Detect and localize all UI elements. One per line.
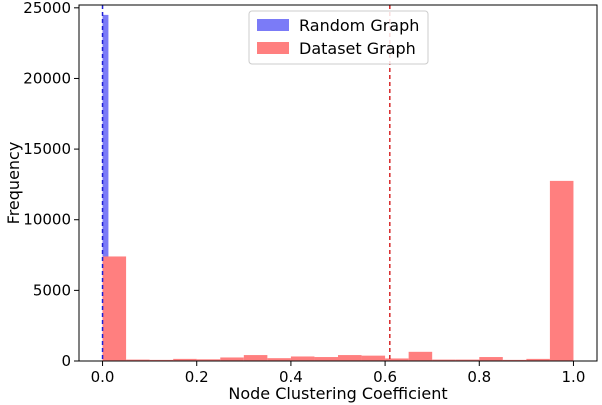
histogram-bar: [196, 359, 221, 361]
histogram-bar: [479, 357, 503, 361]
y-tick-label: 0: [61, 352, 71, 370]
histogram-bar: [220, 357, 244, 361]
histogram-bar: [267, 358, 291, 361]
y-tick-label: 25000: [23, 0, 71, 17]
y-tick-label: 10000: [23, 211, 71, 229]
histogram-bar: [290, 356, 315, 361]
histogram-bar: [455, 359, 480, 361]
legend-swatch: [257, 19, 289, 31]
x-tick-label: 0.0: [91, 368, 115, 386]
histogram-bar: [102, 256, 127, 361]
x-tick-label: 0.8: [467, 368, 491, 386]
x-axis: 0.0 0.2 0.4 0.6 0.8 1.0: [91, 361, 586, 386]
histogram-bar: [102, 14, 109, 362]
x-tick-label: 0.2: [185, 368, 209, 386]
histogram-bar: [126, 359, 150, 361]
histogram-bar: [432, 359, 456, 361]
y-tick-label: 15000: [23, 140, 71, 158]
legend-label: Dataset Graph: [299, 39, 416, 58]
legend-label: Random Graph: [299, 16, 419, 35]
histogram-bar: [502, 359, 527, 361]
x-tick-label: 1.0: [562, 368, 586, 386]
plot-frame: [78, 4, 598, 362]
histogram-bar: [243, 355, 268, 361]
histogram-bar: [385, 358, 409, 361]
legend: Random Graph Dataset Graph: [248, 10, 429, 65]
histogram-bar: [338, 355, 362, 361]
legend-swatch: [257, 42, 289, 54]
histogram-bar: [408, 351, 433, 361]
histogram-bar: [549, 180, 574, 361]
bars-layer: [102, 14, 574, 362]
y-axis: 0 5000 10000 15000 20000 25000: [23, 0, 79, 370]
histogram-bar: [314, 357, 338, 361]
histogram-bar: [173, 358, 197, 361]
histogram-bar: [526, 358, 550, 361]
y-axis-label: Frequency: [4, 142, 23, 225]
histogram-bar: [149, 359, 174, 361]
x-tick-label: 0.4: [279, 368, 303, 386]
x-tick-label: 0.6: [373, 368, 397, 386]
legend-box: [248, 10, 429, 65]
y-tick-label: 5000: [33, 281, 71, 299]
y-tick-label: 20000: [23, 69, 71, 87]
x-axis-label: Node Clustering Coefficient: [228, 384, 447, 403]
histogram-bar: [361, 355, 386, 361]
